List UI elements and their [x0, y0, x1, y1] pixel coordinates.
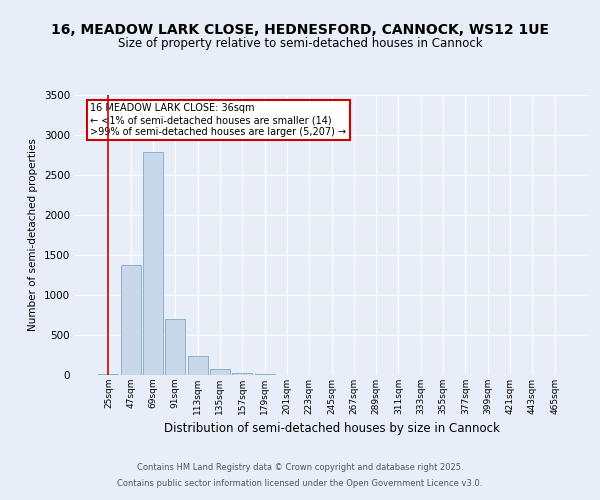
Bar [188, 356, 208, 375]
Bar [210, 368, 230, 375]
Text: Contains HM Land Registry data © Crown copyright and database right 2025.: Contains HM Land Registry data © Crown c… [137, 464, 463, 472]
Text: 16 MEADOW LARK CLOSE: 36sqm
← <1% of semi-detached houses are smaller (14)
>99% : 16 MEADOW LARK CLOSE: 36sqm ← <1% of sem… [91, 104, 347, 136]
Y-axis label: Number of semi-detached properties: Number of semi-detached properties [28, 138, 38, 332]
Text: Contains public sector information licensed under the Open Government Licence v3: Contains public sector information licen… [118, 478, 482, 488]
X-axis label: Distribution of semi-detached houses by size in Cannock: Distribution of semi-detached houses by … [164, 422, 499, 436]
Bar [98, 374, 118, 375]
Bar [121, 264, 141, 375]
Text: Size of property relative to semi-detached houses in Cannock: Size of property relative to semi-detach… [118, 38, 482, 51]
Bar [254, 374, 275, 375]
Bar [143, 152, 163, 375]
Bar [232, 372, 252, 375]
Bar [165, 319, 185, 375]
Text: 16, MEADOW LARK CLOSE, HEDNESFORD, CANNOCK, WS12 1UE: 16, MEADOW LARK CLOSE, HEDNESFORD, CANNO… [51, 22, 549, 36]
